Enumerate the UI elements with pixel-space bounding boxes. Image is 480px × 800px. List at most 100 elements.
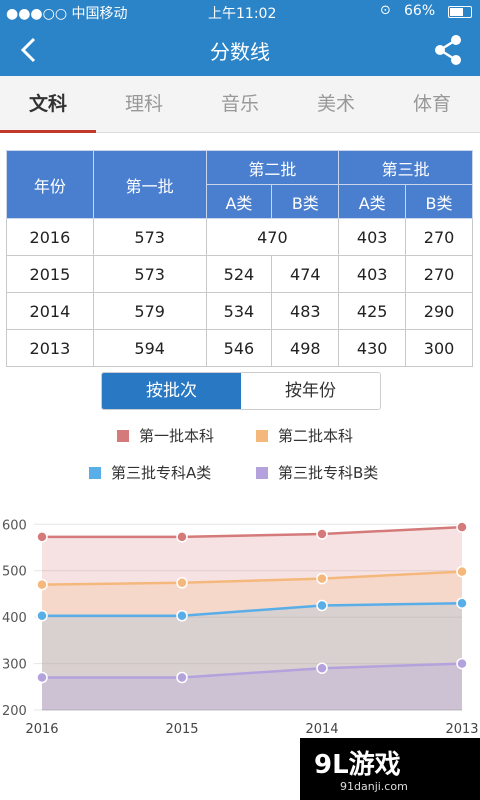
- category-tabs: 文科 理科 音乐 美术 体育: [0, 76, 480, 133]
- legend-swatch: [256, 467, 268, 479]
- cell-batch1: 573: [92, 255, 207, 293]
- data-point: [456, 521, 468, 533]
- tab-wenke[interactable]: 文科: [0, 76, 96, 133]
- table-row: 2016 573 470 403 270: [6, 218, 473, 256]
- cell-year: 2015: [6, 255, 94, 293]
- data-point: [36, 531, 48, 543]
- cell-batch3-a: 403: [338, 218, 407, 256]
- y-tick-label: 300: [2, 658, 27, 673]
- cell-batch2-b: 483: [271, 292, 340, 330]
- cell-year: 2013: [6, 329, 94, 367]
- legend-item-batch3-b[interactable]: 第三批专科B类: [256, 462, 378, 483]
- y-tick-label: 600: [2, 518, 27, 533]
- data-point: [456, 657, 468, 670]
- series-area: [42, 663, 462, 710]
- battery-percent: 66%: [404, 3, 436, 19]
- legend-label: 第三批专科A类: [111, 464, 212, 482]
- header-batch3-a: A类: [338, 184, 407, 219]
- series-area: [42, 603, 462, 710]
- data-point: [176, 577, 188, 589]
- lock-rotation-icon: ⊙: [380, 3, 391, 18]
- cell-year: 2014: [6, 292, 94, 330]
- tab-music[interactable]: 音乐: [220, 93, 259, 115]
- x-tick-label: 2015: [165, 722, 198, 737]
- tab-art[interactable]: 美术: [316, 93, 355, 115]
- view-toggle: 按批次 按年份: [101, 372, 381, 410]
- cell-year: 2016: [6, 218, 94, 256]
- legend-swatch: [117, 430, 129, 442]
- y-tick-label: 400: [2, 611, 27, 626]
- table-row: 2015 573 524 474 403 270: [6, 255, 473, 293]
- cell-batch2-a: 534: [205, 292, 273, 330]
- toggle-by-year-button[interactable]: 按年份: [241, 373, 380, 409]
- tab-sports[interactable]: 体育: [412, 93, 451, 115]
- header-batch3-b: B类: [405, 184, 473, 219]
- score-table: 年份 第一批 第二批 第三批 A类 B类 A类 B类 2016 573 470 …: [6, 150, 473, 367]
- header-batch2: 第二批: [205, 150, 340, 185]
- series-area: [42, 571, 462, 710]
- status-bar: ●●●○○ 中国移动 上午11:02 ⊙ 66%: [0, 0, 480, 24]
- carrier-label: ●●●○○ 中国移动: [6, 6, 128, 22]
- cell-batch1: 579: [92, 292, 207, 330]
- series-line: [42, 662, 463, 679]
- cell-batch3-b: 290: [405, 292, 473, 330]
- series-area: [42, 527, 462, 710]
- x-tick-label: 2016: [25, 722, 58, 737]
- data-point: [36, 610, 48, 622]
- data-point: [316, 599, 328, 612]
- data-point: [176, 610, 188, 622]
- data-point: [36, 671, 48, 684]
- legend-swatch: [89, 467, 101, 479]
- data-point: [36, 578, 48, 591]
- toggle-by-batch-button[interactable]: 按批次: [102, 373, 241, 409]
- legend-item-batch3-a[interactable]: 第三批专科A类: [89, 462, 211, 483]
- legend-swatch: [256, 430, 268, 442]
- data-point: [176, 531, 188, 543]
- cell-batch3-b: 270: [405, 218, 473, 256]
- header-batch3: 第三批: [338, 150, 473, 185]
- x-tick-label: 2014: [305, 722, 338, 737]
- watermark-logo: 9L游戏: [314, 750, 401, 780]
- legend-item-batch2[interactable]: 第二批本科: [256, 425, 353, 446]
- y-tick-label: 500: [2, 565, 27, 580]
- cell-batch1: 573: [92, 218, 207, 256]
- page-title: 分数线: [210, 40, 270, 64]
- share-icon[interactable]: [430, 32, 466, 68]
- x-tick-label: 2013: [445, 722, 478, 737]
- legend-item-batch1[interactable]: 第一批本科: [117, 425, 214, 446]
- header-batch2-a: A类: [205, 184, 273, 219]
- table-row: 2013 594 546 498 430 300: [6, 329, 473, 367]
- cell-batch1: 594: [92, 329, 207, 367]
- cell-batch2-b: 498: [271, 329, 340, 367]
- cell-batch2-a: 546: [205, 329, 273, 367]
- tab-like[interactable]: 理科: [124, 93, 163, 115]
- cell-batch3-b: 270: [405, 255, 473, 293]
- status-time: 上午11:02: [208, 6, 277, 22]
- series-line: [42, 601, 463, 617]
- cell-batch2: 470: [205, 218, 340, 256]
- series-line: [41, 570, 463, 586]
- back-arrow-icon[interactable]: [14, 34, 46, 66]
- cell-batch2-b: 474: [271, 255, 340, 293]
- cell-batch3-a: 430: [338, 329, 407, 367]
- cell-batch3-a: 403: [338, 255, 407, 293]
- header-year: 年份: [6, 150, 94, 219]
- watermark: 9L游戏 91danji.com: [300, 738, 480, 800]
- data-point: [316, 662, 328, 674]
- data-point: [316, 572, 328, 585]
- table-row: 2014 579 534 483 425 290: [6, 292, 473, 330]
- legend-label: 第二批本科: [278, 427, 354, 445]
- data-point: [316, 528, 328, 540]
- data-point: [456, 565, 468, 578]
- series-line: [42, 525, 463, 539]
- legend-label: 第三批专科B类: [278, 464, 379, 482]
- data-point: [456, 597, 468, 609]
- header-batch1: 第一批: [92, 150, 207, 219]
- watermark-url: 91danji.com: [340, 780, 408, 793]
- data-point: [176, 671, 188, 684]
- cell-batch2-a: 524: [205, 255, 273, 293]
- y-tick-label: 200: [2, 704, 27, 719]
- score-line-chart: 200 300 400 500 600 2016 2015 2014 2013: [2, 518, 479, 737]
- cell-batch3-a: 425: [338, 292, 407, 330]
- cell-batch3-b: 300: [405, 329, 473, 367]
